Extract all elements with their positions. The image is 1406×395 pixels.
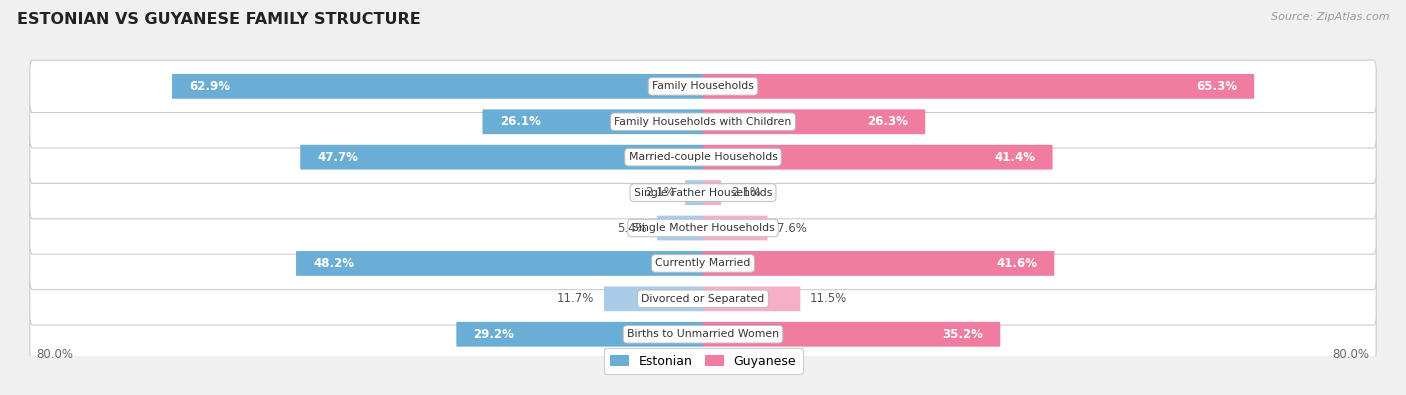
Text: 80.0%: 80.0% <box>1333 348 1369 361</box>
Text: 65.3%: 65.3% <box>1197 80 1237 93</box>
FancyBboxPatch shape <box>605 286 703 311</box>
Text: 26.3%: 26.3% <box>868 115 908 128</box>
Text: 29.2%: 29.2% <box>474 328 515 341</box>
Text: 26.1%: 26.1% <box>499 115 540 128</box>
Text: Family Households: Family Households <box>652 81 754 91</box>
FancyBboxPatch shape <box>703 109 925 134</box>
FancyBboxPatch shape <box>703 74 1254 99</box>
FancyBboxPatch shape <box>703 180 721 205</box>
Legend: Estonian, Guyanese: Estonian, Guyanese <box>603 348 803 374</box>
FancyBboxPatch shape <box>703 286 800 311</box>
Text: 41.4%: 41.4% <box>994 150 1035 164</box>
Text: Births to Unmarried Women: Births to Unmarried Women <box>627 329 779 339</box>
FancyBboxPatch shape <box>301 145 703 169</box>
FancyBboxPatch shape <box>172 74 703 99</box>
FancyBboxPatch shape <box>30 237 1376 290</box>
Text: 62.9%: 62.9% <box>190 80 231 93</box>
FancyBboxPatch shape <box>685 180 703 205</box>
FancyBboxPatch shape <box>703 322 1000 347</box>
Text: 2.1%: 2.1% <box>731 186 761 199</box>
Text: Source: ZipAtlas.com: Source: ZipAtlas.com <box>1271 12 1389 22</box>
Text: 41.6%: 41.6% <box>995 257 1038 270</box>
Text: Currently Married: Currently Married <box>655 258 751 269</box>
Text: 7.6%: 7.6% <box>778 222 807 235</box>
Text: 11.5%: 11.5% <box>810 292 848 305</box>
Text: 48.2%: 48.2% <box>314 257 354 270</box>
FancyBboxPatch shape <box>657 216 703 241</box>
FancyBboxPatch shape <box>30 308 1376 361</box>
Text: Single Mother Households: Single Mother Households <box>631 223 775 233</box>
FancyBboxPatch shape <box>482 109 703 134</box>
Text: 47.7%: 47.7% <box>318 150 359 164</box>
Text: 11.7%: 11.7% <box>557 292 595 305</box>
FancyBboxPatch shape <box>30 273 1376 325</box>
Text: 80.0%: 80.0% <box>37 348 73 361</box>
FancyBboxPatch shape <box>30 131 1376 183</box>
Text: Single Father Households: Single Father Households <box>634 188 772 198</box>
FancyBboxPatch shape <box>30 166 1376 219</box>
FancyBboxPatch shape <box>703 251 1054 276</box>
Text: 35.2%: 35.2% <box>942 328 983 341</box>
Text: 5.4%: 5.4% <box>617 222 647 235</box>
Text: Family Households with Children: Family Households with Children <box>614 117 792 127</box>
Text: ESTONIAN VS GUYANESE FAMILY STRUCTURE: ESTONIAN VS GUYANESE FAMILY STRUCTURE <box>17 12 420 27</box>
FancyBboxPatch shape <box>30 202 1376 254</box>
FancyBboxPatch shape <box>703 216 768 241</box>
FancyBboxPatch shape <box>703 145 1053 169</box>
Text: Divorced or Separated: Divorced or Separated <box>641 294 765 304</box>
FancyBboxPatch shape <box>457 322 703 347</box>
Text: 2.1%: 2.1% <box>645 186 675 199</box>
FancyBboxPatch shape <box>30 96 1376 148</box>
FancyBboxPatch shape <box>30 60 1376 113</box>
FancyBboxPatch shape <box>297 251 703 276</box>
Text: Married-couple Households: Married-couple Households <box>628 152 778 162</box>
